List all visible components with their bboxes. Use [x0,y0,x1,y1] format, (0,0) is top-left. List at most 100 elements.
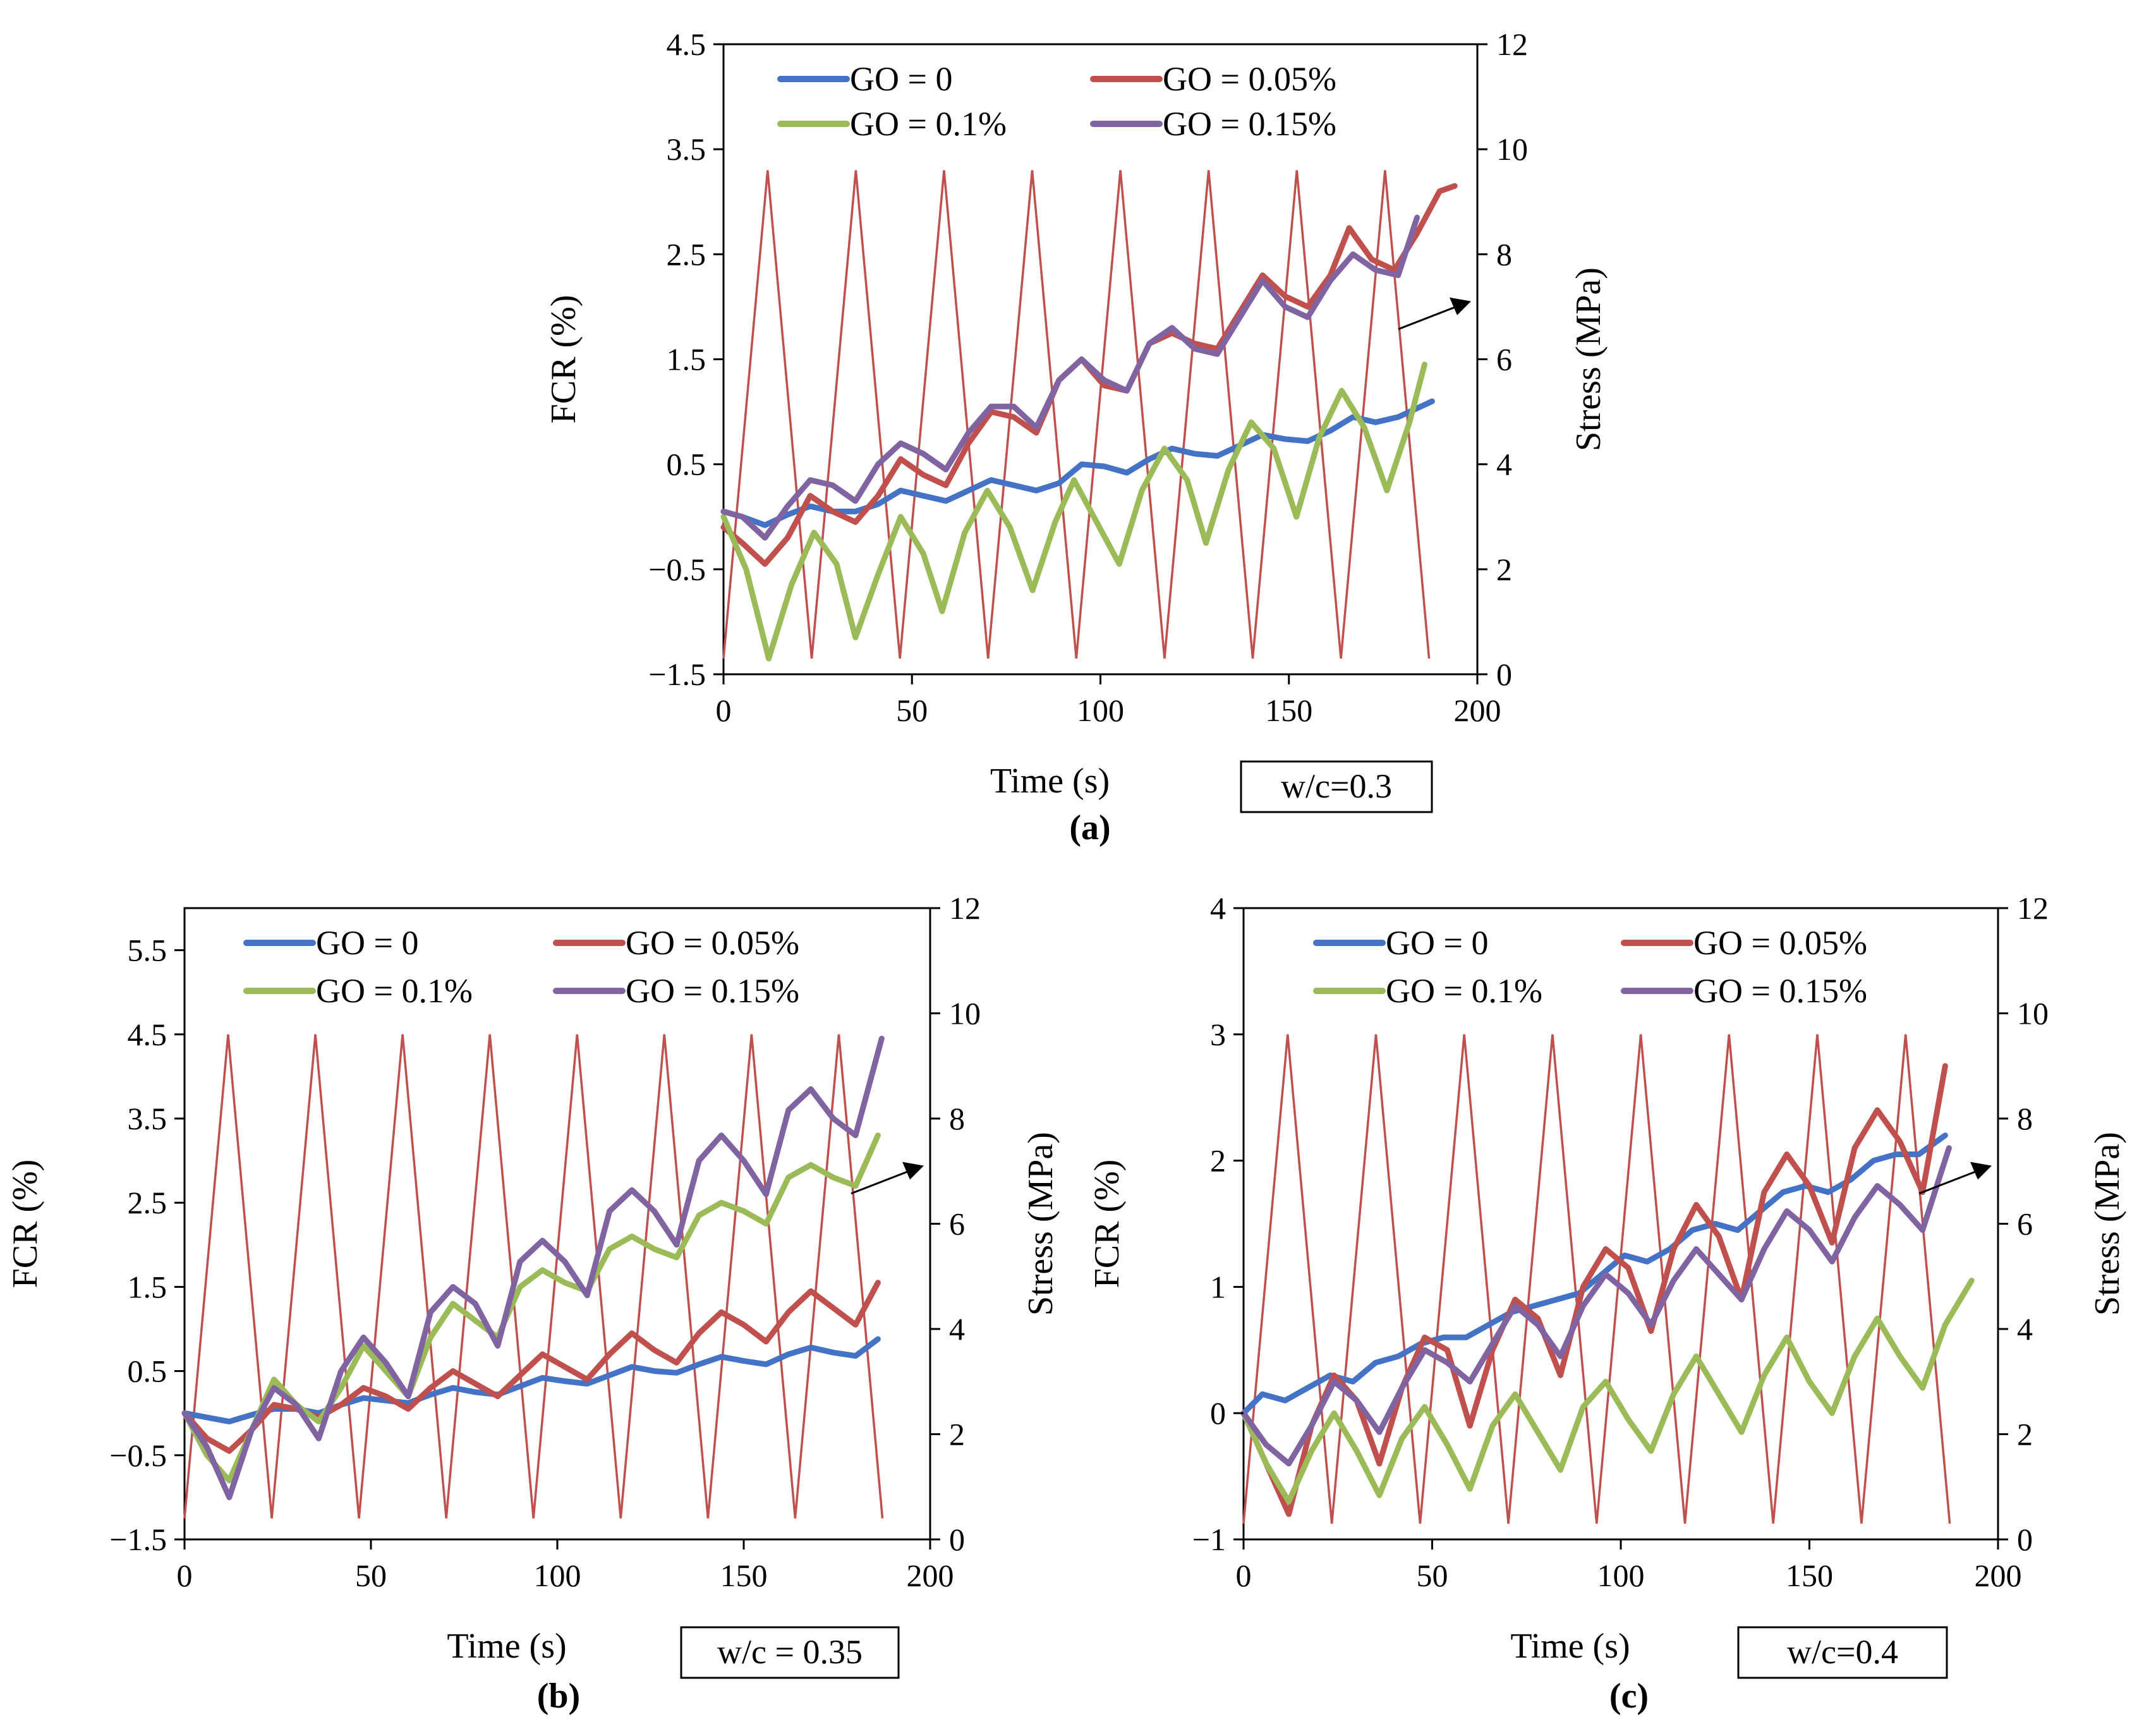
chart-panel-1: −1.5 −0.5 0.5 1.5 2.5 3.5 4.5 0 2 4 6 8 10 12 0 50 100 15… [544,27,1608,847]
x-tick-label: 0 [716,693,732,728]
legend-label: GO = 0.05% [1163,60,1336,98]
wc-label: w/c=0.3 [1281,767,1392,805]
y2-axis-title: Stress (MPa) [2088,1132,2127,1316]
arrow-head [1970,1162,1992,1180]
y-tick-label: −1 [1192,1522,1226,1557]
wc-box [1737,1626,1948,1679]
x-axis-title: Time (s) [447,1627,566,1666]
series-line-1 [1240,1132,1948,1416]
x-tick-label: 0 [177,1558,193,1593]
series-line-3 [720,361,1427,662]
y2-tick-label: 8 [1496,236,1512,272]
y-tick-label: 1.5 [667,342,706,377]
series-line-4 [181,1036,885,1500]
axis-pointer-arrow [851,1170,911,1194]
y-tick-label: 2 [1210,1143,1226,1179]
x-tick-label: 100 [1077,693,1124,728]
y2-tick-label: 0 [949,1522,965,1557]
x-tick-label: 50 [355,1558,387,1593]
y2-tick-label: 10 [949,996,981,1031]
arrow-head [902,1162,924,1180]
x-axis-title: Time (s) [1510,1627,1630,1666]
y2-tick-label: 8 [949,1101,965,1136]
y2-tick-label: 2 [949,1417,965,1452]
legend-label: GO = 0.15% [1693,972,1867,1010]
y-tick-label: −1.5 [648,657,706,692]
y2-tick-label: 0 [1496,657,1512,692]
panel-caption: (c) [1609,1677,1649,1716]
y-tick-label: 0.5 [128,1354,167,1389]
x-tick-label: 150 [1786,1558,1833,1593]
y2-tick-label: 2 [2017,1417,2033,1452]
y2-tick-label: 12 [2017,890,2049,926]
y2-tick-label: 6 [949,1206,965,1242]
y2-tick-label: 6 [1496,342,1512,377]
x-tick-label: 150 [720,1558,768,1593]
series-line-3 [1240,1277,1975,1505]
panel-caption: (b) [537,1677,580,1716]
legend-label: GO = 0.15% [1163,105,1336,143]
y-tick-label: 2.5 [128,1185,167,1220]
y2-tick-label: 4 [2017,1311,2033,1347]
wc-box [680,1626,900,1679]
chart-panel-2: −1.5 −0.5 0.5 1.5 2.5 3.5 4.5 5.5 0 2 4 6 8 10 12 0 50 10… [6,890,1060,1716]
y2-axis-title: Stress (MPa) [1021,1132,1060,1316]
x-tick-label: 200 [1454,693,1501,728]
legend-label: GO = 0.15% [626,972,799,1010]
x-tick-label: 100 [1597,1558,1645,1593]
y2-tick-label: 10 [2017,996,2049,1031]
y-tick-label: 3.5 [667,131,706,167]
x-tick-label: 200 [1975,1558,2022,1593]
y2-tick-label: 4 [949,1311,965,1347]
wc-label: w/c=0.4 [1787,1633,1898,1671]
axis-pointer-arrow [1918,1170,1978,1194]
arrow-head [1450,297,1471,315]
x-tick-label: 50 [1417,1558,1448,1593]
legend-label: GO = 0 [316,924,418,962]
y-tick-label: 4 [1210,890,1226,926]
wc-box [1240,760,1433,813]
y-tick-label: 1.5 [128,1269,167,1304]
y-tick-label: 4.5 [128,1017,167,1052]
x-tick-label: 50 [896,693,928,728]
y-tick-label: −1.5 [109,1522,167,1557]
y2-tick-label: 8 [2017,1101,2033,1136]
y2-tick-label: 0 [2017,1522,2033,1557]
x-tick-label: 100 [534,1558,581,1593]
y-tick-label: 3.5 [128,1101,167,1136]
y-tick-label: 4.5 [667,27,706,62]
y2-tick-label: 12 [949,890,981,926]
y-tick-label: −0.5 [109,1438,167,1473]
legend-label: GO = 0.1% [850,105,1007,143]
series-line-2 [1240,1063,1948,1517]
y-axis-title: FCR (%) [6,1160,45,1289]
y2-tick-label: 10 [1496,131,1528,167]
x-tick-label: 150 [1265,693,1312,728]
series-line-4 [1240,1145,1952,1467]
y-tick-label: −0.5 [648,552,706,587]
wc-label: w/c = 0.35 [717,1633,863,1671]
stress-line [1242,1034,1951,1524]
y-tick-label: 5.5 [128,933,167,968]
x-tick-label: 0 [1236,1558,1252,1593]
y-tick-label: 1 [1210,1269,1226,1304]
legend-label: GO = 0 [1386,924,1488,962]
axis-pointer-arrow [1398,305,1458,331]
y-tick-label: 0 [1210,1395,1226,1431]
y2-tick-label: 6 [2017,1206,2033,1242]
legend-label: GO = 0.05% [626,924,799,962]
y-tick-label: 0.5 [667,447,706,482]
series-line-4 [720,214,1420,541]
y-axis-title: FCR (%) [1087,1160,1127,1289]
legend-label: GO = 0.05% [1693,924,1867,962]
y2-tick-label: 12 [1496,27,1528,62]
y2-axis-title: Stress (MPa) [1569,267,1608,451]
legend-label: GO = 0.1% [316,972,473,1010]
y2-tick-label: 2 [1496,552,1512,587]
y-tick-label: 2.5 [667,236,706,272]
legend-label: GO = 0 [850,60,952,98]
panel-caption: (a) [1069,808,1110,847]
y-tick-label: 3 [1210,1017,1226,1052]
